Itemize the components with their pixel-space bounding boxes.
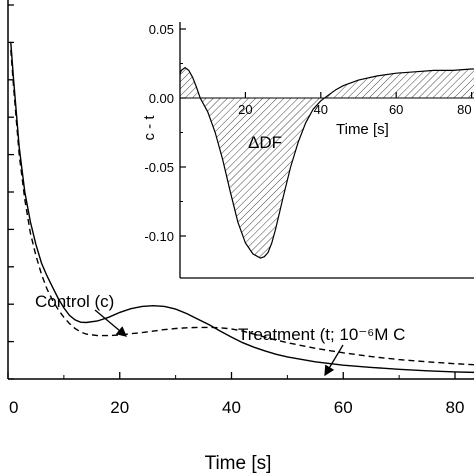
annotation-control: Control (c) [35,292,127,337]
main-x-tick-label: 0 [9,398,18,417]
inset-y-tick-label: -0.05 [144,160,174,175]
inset-difference-area [180,67,474,259]
inset-area-group [180,66,474,259]
inset-x-tick-label: 40 [314,102,328,117]
main-x-tick-label: 60 [334,398,353,417]
annotation-control-label: Control (c) [35,292,114,311]
annotation-treatment-arrow [324,344,344,377]
main-series-group [10,42,474,374]
main-x-tick-labels: 0 20 40 60 80 [9,398,464,417]
inset-x-ticks: 20 40 60 80 [238,92,473,117]
annotation-treatment: Treatment (t; 10⁻⁶M C [238,325,405,377]
inset-y-tick-label: -0.10 [144,229,174,244]
inset-x-tick-label: 20 [238,102,252,117]
main-x-tick-label: 40 [222,398,241,417]
main-x-tick-label: 20 [110,398,129,417]
treatment-series-line [10,49,474,366]
inset-delta-df-annotation: ΔDF [248,133,282,152]
main-x-tick-label: 80 [446,398,465,417]
inset-chart: 0.05 0.00 -0.05 -0.10 20 40 60 80 Time [s] c -… [141,22,474,279]
inset-x-tick-label: 80 [457,102,471,117]
inset-y-tick-label: 0.00 [149,91,174,106]
main-x-axis-label: Time [s] [205,453,272,474]
annotation-control-arrow [94,309,127,337]
main-y-ticks [8,4,14,380]
control-series-line [10,42,474,374]
main-chart: 0 20 40 60 80 Time [s] Control (c) Treatment… [7,0,474,474]
inset-y-axis-label: c - t [141,115,158,141]
inset-y-tick-label: 0.05 [149,22,174,37]
inset-x-tick-label: 60 [389,102,403,117]
inset-difference-line [180,66,474,259]
inset-y-ticks: 0.05 0.00 -0.05 -0.10 [144,22,186,244]
annotation-treatment-label: Treatment (t; 10⁻⁶M C [238,325,405,344]
inset-x-axis-label: Time [s] [336,121,389,138]
main-x-ticks [7,372,456,379]
